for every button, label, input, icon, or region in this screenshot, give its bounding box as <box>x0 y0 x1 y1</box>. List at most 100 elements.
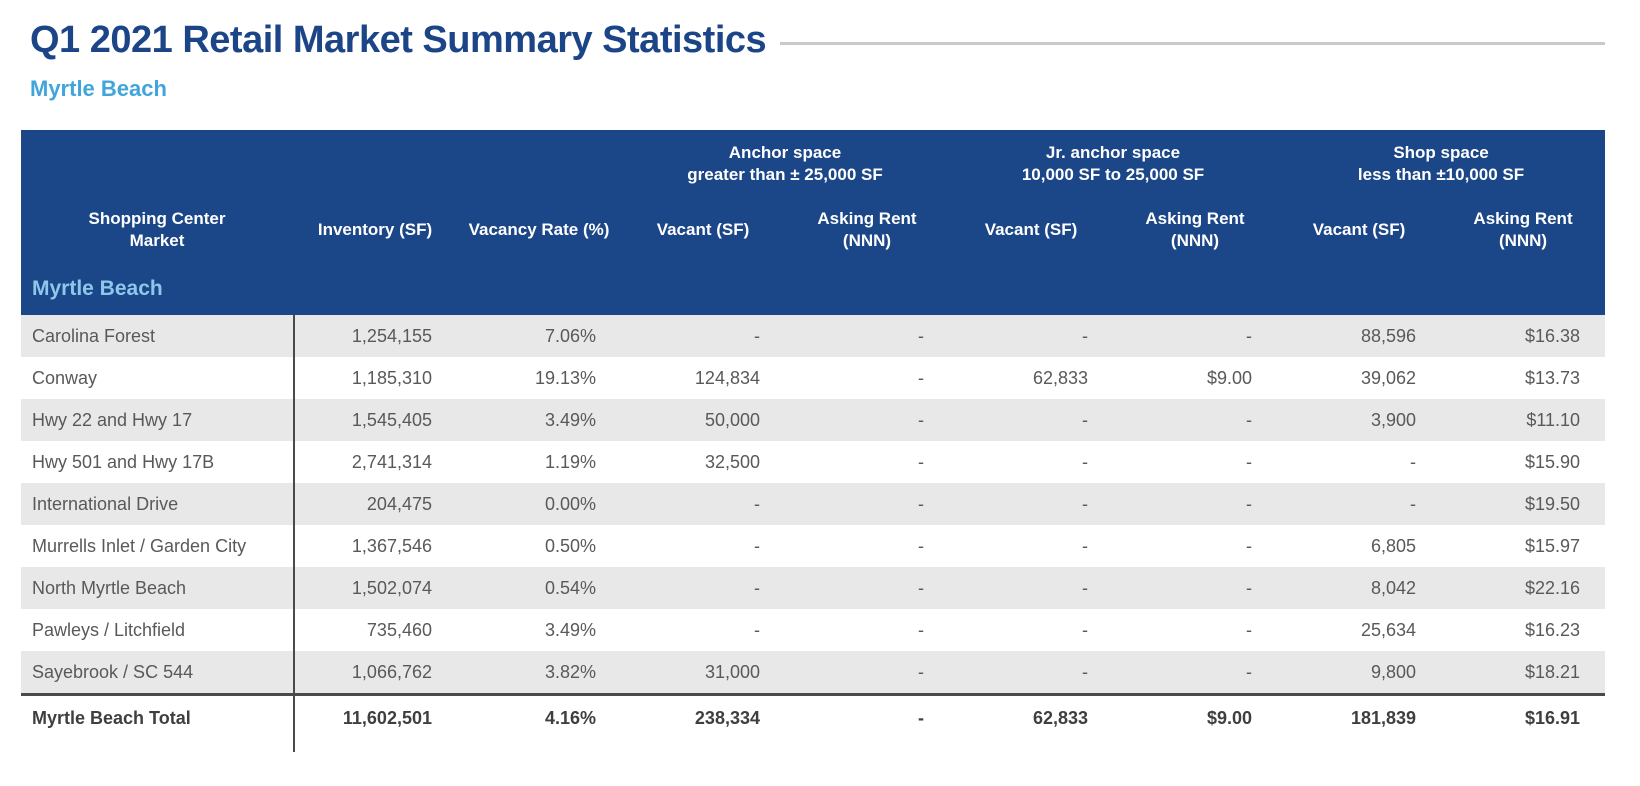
cell-shop-rent: $11.10 <box>1526 409 1581 430</box>
cell-jr-rent: - <box>1246 535 1253 556</box>
cell-inventory-total: 11,602,501 <box>342 708 432 728</box>
cell-shop-vacant-total: 181,839 <box>1350 708 1417 728</box>
cell-shop-vacant: 3,900 <box>1370 409 1417 430</box>
report-page: Q1 2021 Retail Market Summary Statistics… <box>21 0 1606 752</box>
cell-anchor-vacant: - <box>754 493 760 514</box>
col-header-jr-rent: Asking Rent (NNN) <box>1113 198 1278 262</box>
cell-vacancy-rate: 0.50% <box>544 535 596 556</box>
page-title: Q1 2021 Retail Market Summary Statistics <box>30 19 767 61</box>
cell-market: Sayebrook / SC 544 <box>32 661 194 682</box>
cell-market-total: Myrtle Beach Total <box>32 708 191 728</box>
cell-shop-rent: $16.23 <box>1524 619 1581 640</box>
cell-anchor-vacant: 32,500 <box>704 451 760 472</box>
cell-anchor-rent: - <box>918 367 924 388</box>
cell-shop-vacant: 25,634 <box>1360 619 1417 640</box>
cell-market: Conway <box>32 367 98 388</box>
cell-shop-rent: $18.21 <box>1524 661 1581 682</box>
col-header-shop-vacant: Vacant (SF) <box>1277 198 1442 262</box>
cell-anchor-vacant: 31,000 <box>704 661 760 682</box>
cell-jr-rent: - <box>1246 619 1253 640</box>
cell-jr-rent: - <box>1246 661 1253 682</box>
cell-anchor-vacant: - <box>754 577 760 598</box>
section-header-row: Myrtle Beach <box>21 262 1606 315</box>
cell-jr-vacant: - <box>1082 451 1088 472</box>
col-header-vacancy-rate: Vacancy Rate (%) <box>457 198 621 262</box>
cell-vacancy-rate: 0.54% <box>544 577 596 598</box>
cell-jr-vacant: 62,833 <box>1032 367 1088 388</box>
cell-vacancy-rate-total: 4.16% <box>544 708 596 728</box>
cell-jr-rent: - <box>1246 451 1253 472</box>
col-header-inventory: Inventory (SF) <box>293 198 457 262</box>
cell-anchor-rent: - <box>918 577 924 598</box>
cell-jr-rent-total: $9.00 <box>1206 708 1253 728</box>
col-header-shop-rent: Asking Rent (NNN) <box>1441 198 1606 262</box>
cell-inventory: 1,066,762 <box>351 661 432 682</box>
table-row: Conway 1,185,310 19.13% 124,834 - 62,833… <box>21 357 1605 399</box>
col-header-anchor-rent: Asking Rent (NNN) <box>785 198 949 262</box>
cell-vacancy-rate: 3.49% <box>544 409 596 430</box>
group-header-anchor-space: Anchor space greater than ± 25,000 SF <box>621 130 949 198</box>
cell-shop-vacant: 8,042 <box>1370 577 1417 598</box>
summary-table: Anchor space greater than ± 25,000 SF Jr… <box>21 130 1606 741</box>
section-header-label: Myrtle Beach <box>21 262 1606 315</box>
cell-jr-vacant: - <box>1082 493 1088 514</box>
cell-jr-rent: - <box>1246 577 1253 598</box>
cell-vacancy-rate: 1.19% <box>544 451 596 472</box>
cell-market: Hwy 22 and Hwy 17 <box>32 409 193 430</box>
cell-jr-vacant-total: 62,833 <box>1032 708 1088 728</box>
cell-market: International Drive <box>32 493 179 514</box>
col-header-anchor-vacant: Vacant (SF) <box>621 198 785 262</box>
cell-shop-vacant: 9,800 <box>1370 661 1417 682</box>
col-header-jr-vacant: Vacant (SF) <box>949 198 1113 262</box>
cell-anchor-rent-total: - <box>918 708 924 728</box>
group-header-jr-anchor-space: Jr. anchor space 10,000 SF to 25,000 SF <box>949 130 1278 198</box>
cell-shop-rent: $19.50 <box>1524 493 1581 514</box>
group-header-shop-space: Shop space less than ±10,000 SF <box>1277 130 1606 198</box>
summary-table-container: Anchor space greater than ± 25,000 SF Jr… <box>21 130 1606 752</box>
cell-inventory: 1,545,405 <box>351 409 432 430</box>
cell-anchor-vacant: - <box>754 535 760 556</box>
cell-vacancy-rate: 3.49% <box>544 619 596 640</box>
cell-shop-rent: $22.16 <box>1524 577 1581 598</box>
cell-anchor-vacant: - <box>754 325 760 346</box>
cell-anchor-vacant-total: 238,334 <box>694 708 760 728</box>
table-row: Pawleys / Litchfield 735,460 3.49% - - -… <box>21 609 1605 651</box>
cell-anchor-vacant: - <box>754 619 760 640</box>
cell-shop-rent: $15.90 <box>1524 451 1581 472</box>
cell-shop-vacant: 39,062 <box>1360 367 1417 388</box>
cell-anchor-rent: - <box>918 325 924 346</box>
cell-anchor-rent: - <box>918 493 924 514</box>
cell-anchor-vacant: 50,000 <box>704 409 760 430</box>
column-divider-line <box>293 315 295 752</box>
cell-market: Hwy 501 and Hwy 17B <box>32 451 215 472</box>
cell-vacancy-rate: 19.13% <box>534 367 596 388</box>
cell-shop-vacant: - <box>1410 493 1417 514</box>
title-divider-line <box>780 41 1605 45</box>
cell-inventory: 1,185,310 <box>351 367 432 388</box>
cell-vacancy-rate: 0.00% <box>544 493 596 514</box>
column-header-row: Shopping Center Market Inventory (SF) Va… <box>21 198 1606 262</box>
cell-shop-rent: $13.73 <box>1524 367 1581 388</box>
table-row: International Drive 204,475 0.00% - - - … <box>21 483 1606 525</box>
cell-shop-rent: $15.97 <box>1524 535 1581 556</box>
cell-inventory: 735,460 <box>366 619 432 640</box>
cell-shop-vacant: - <box>1410 451 1417 472</box>
cell-jr-vacant: - <box>1082 409 1088 430</box>
table-row: Carolina Forest 1,254,155 7.06% - - - - … <box>21 315 1606 357</box>
cell-jr-vacant: - <box>1082 325 1088 346</box>
group-header-row: Anchor space greater than ± 25,000 SF Jr… <box>21 130 1606 198</box>
cell-jr-rent: - <box>1246 409 1253 430</box>
table-total-row: Myrtle Beach Total 11,602,501 4.16% 238,… <box>21 694 1606 741</box>
table-row: Hwy 501 and Hwy 17B 2,741,314 1.19% 32,5… <box>21 441 1605 483</box>
cell-anchor-rent: - <box>918 535 924 556</box>
cell-anchor-rent: - <box>918 451 924 472</box>
group-header-spacer <box>21 130 621 198</box>
cell-jr-vacant: - <box>1082 535 1088 556</box>
table-row: North Myrtle Beach 1,502,074 0.54% - - -… <box>21 567 1606 609</box>
title-row: Q1 2021 Retail Market Summary Statistics <box>21 16 1605 64</box>
cell-jr-rent: $9.00 <box>1206 367 1253 388</box>
page-subtitle: Myrtle Beach <box>30 76 167 101</box>
cell-inventory: 2,741,314 <box>351 451 432 472</box>
cell-shop-vacant: 6,805 <box>1370 535 1417 556</box>
cell-shop-vacant: 88,596 <box>1360 325 1417 346</box>
